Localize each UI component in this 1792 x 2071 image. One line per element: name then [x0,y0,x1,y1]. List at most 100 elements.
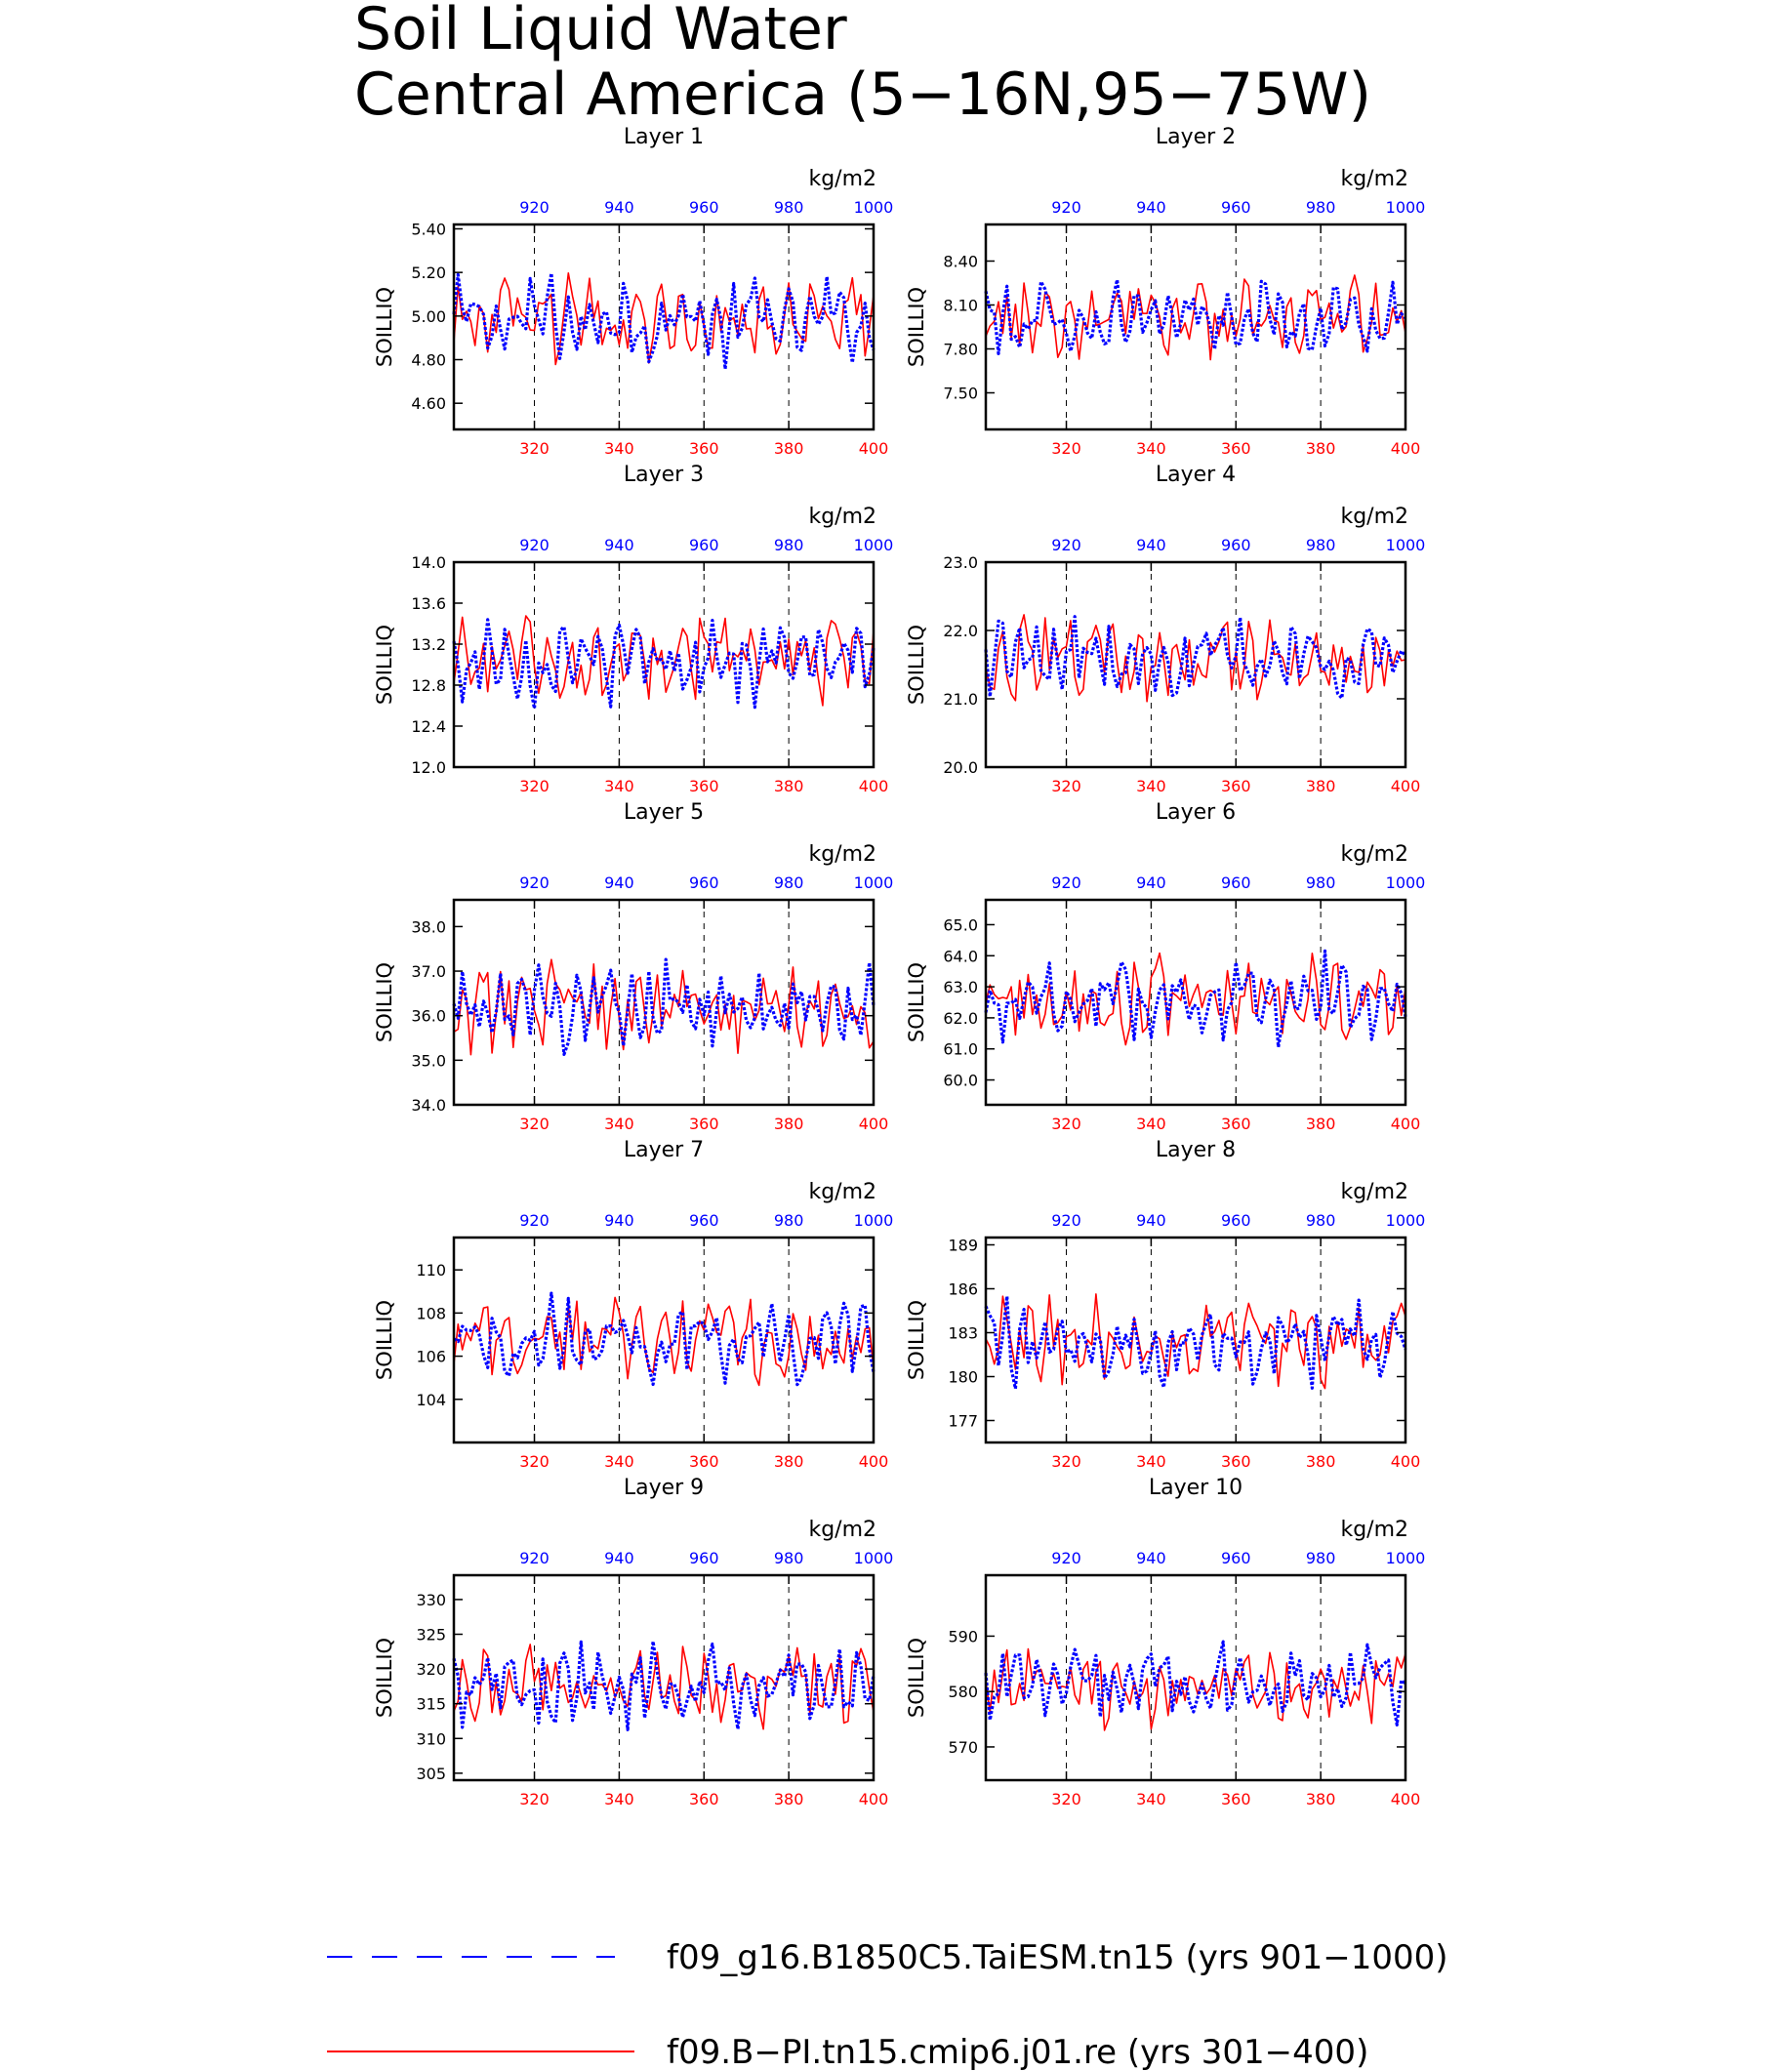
x-top-tick-label: 980 [1306,873,1336,892]
y-tick-label: 61.0 [943,1040,978,1059]
y-tick-label: 305 [416,1765,446,1783]
y-tick-label: 7.80 [943,341,978,359]
units-label: kg/m2 [808,505,876,529]
figure-title-line1: Soil Liquid Water [354,0,847,63]
x-top-tick-label: 940 [604,536,634,554]
x-bottom-tick-label: 360 [1221,1452,1251,1471]
y-tick-label: 13.6 [411,594,446,613]
panel-title: Layer 9 [624,1476,704,1500]
y-tick-label: 14.0 [411,553,446,572]
x-bottom-tick-label: 380 [1306,1452,1336,1471]
units-label: kg/m2 [808,167,876,191]
series-line-blue [452,618,876,711]
x-bottom-tick-label: 400 [1391,1452,1421,1471]
x-top-tick-label: 920 [1051,1549,1081,1567]
plot-frame [984,560,1407,769]
x-top-tick-label: 920 [519,536,550,554]
series-line-blue [452,1640,876,1731]
y-tick-label: 65.0 [943,915,978,934]
x-top-tick-label: 960 [1221,1211,1251,1230]
x-bottom-tick-label: 400 [859,1790,889,1808]
x-top-tick-label: 920 [519,1211,550,1230]
y-axis-label: SOILLIQ [905,1638,928,1718]
panel-layer-5: Layer 5 kg/m2 SOILLIQ 34.0 35.0 36.0 37.0 38.0 3… [373,800,893,1133]
plot-frame [452,223,876,431]
panels-grid: Layer 1 kg/m2 SOILLIQ 4.60 4.80 5.00 5.20 5.40 3… [373,125,1425,1808]
x-bottom-tick-label: 340 [604,777,634,795]
panel-layer-7: Layer 7 kg/m2 SOILLIQ 104 106 108 110 320 340 360… [373,1138,893,1471]
panel-title: Layer 6 [1156,800,1236,825]
x-top-tick-label: 980 [774,536,804,554]
y-axis-label: SOILLIQ [373,1638,396,1718]
x-top-tick-label: 980 [774,1549,804,1567]
x-top-tick-label: 940 [1136,1211,1166,1230]
y-tick-label: 60.0 [943,1072,978,1090]
plot-frame [984,1573,1407,1782]
x-bottom-tick-label: 400 [859,777,889,795]
x-bottom-tick-label: 400 [1391,439,1421,458]
y-tick-label: 38.0 [411,917,446,936]
panel-title: Layer 7 [624,1138,704,1162]
x-bottom-tick-label: 380 [774,777,804,795]
x-top-tick-label: 920 [519,873,550,892]
y-tick-label: 7.50 [943,385,978,403]
y-axis-label: SOILLIQ [905,1300,928,1380]
panel-title: Layer 5 [624,800,704,825]
x-top-tick-label: 960 [689,1549,719,1567]
x-bottom-tick-label: 320 [519,1452,550,1471]
units-label: kg/m2 [1340,1518,1408,1542]
x-bottom-tick-label: 360 [1221,1790,1251,1808]
x-top-tick-label: 940 [604,1211,634,1230]
x-top-tick-label: 940 [604,198,634,217]
x-bottom-tick-label: 340 [1136,1115,1166,1133]
y-tick-label: 62.0 [943,1009,978,1028]
panel-layer-4: Layer 4 kg/m2 SOILLIQ 20.0 21.0 22.0 23.0 320 34… [905,463,1425,795]
series-line-blue [452,271,876,371]
x-bottom-tick-label: 400 [859,1115,889,1133]
y-axis-label: SOILLIQ [373,1300,396,1380]
y-tick-label: 64.0 [943,947,978,965]
series-line-red [985,614,1406,703]
x-bottom-tick-label: 380 [774,1452,804,1471]
x-top-tick-label: 940 [604,873,634,892]
x-bottom-tick-label: 320 [519,777,550,795]
series-line-red [453,615,875,707]
y-tick-label: 110 [416,1261,446,1279]
x-bottom-tick-label: 360 [1221,439,1251,458]
x-bottom-tick-label: 320 [1051,1452,1081,1471]
x-bottom-tick-label: 360 [689,1115,719,1133]
y-tick-label: 177 [948,1412,978,1431]
y-tick-label: 580 [948,1683,978,1701]
x-bottom-tick-label: 360 [689,439,719,458]
plot-frame [984,1236,1407,1444]
y-tick-label: 186 [948,1280,978,1299]
series-line-blue [984,949,1407,1049]
x-top-tick-label: 1000 [854,873,894,892]
series-line-blue [984,1640,1406,1727]
y-tick-label: 13.2 [411,635,446,654]
x-bottom-tick-label: 360 [689,1452,719,1471]
x-top-tick-label: 940 [1136,873,1166,892]
y-tick-label: 330 [416,1591,446,1609]
panel-layer-2: Layer 2 kg/m2 SOILLIQ 7.50 7.80 8.10 8.40 320 34… [905,125,1425,458]
x-bottom-tick-label: 380 [774,1790,804,1808]
x-bottom-tick-label: 360 [1221,1115,1251,1133]
x-top-tick-label: 960 [689,198,719,217]
panel-layer-1: Layer 1 kg/m2 SOILLIQ 4.60 4.80 5.00 5.20 5.40 3… [373,125,893,458]
y-axis-label: SOILLIQ [905,962,928,1042]
series-line-red [453,1644,875,1730]
x-bottom-tick-label: 340 [604,1790,634,1808]
y-tick-label: 12.8 [411,676,446,695]
panel-title: Layer 1 [624,125,704,149]
units-label: kg/m2 [1340,167,1408,191]
units-label: kg/m2 [1340,505,1408,529]
units-label: kg/m2 [808,842,876,867]
y-tick-label: 37.0 [411,962,446,981]
y-tick-label: 315 [416,1695,446,1714]
units-label: kg/m2 [808,1518,876,1542]
x-top-tick-label: 980 [774,1211,804,1230]
x-top-tick-label: 920 [1051,1211,1081,1230]
x-top-tick-label: 1000 [854,1211,894,1230]
panel-title: Layer 4 [1156,463,1236,487]
